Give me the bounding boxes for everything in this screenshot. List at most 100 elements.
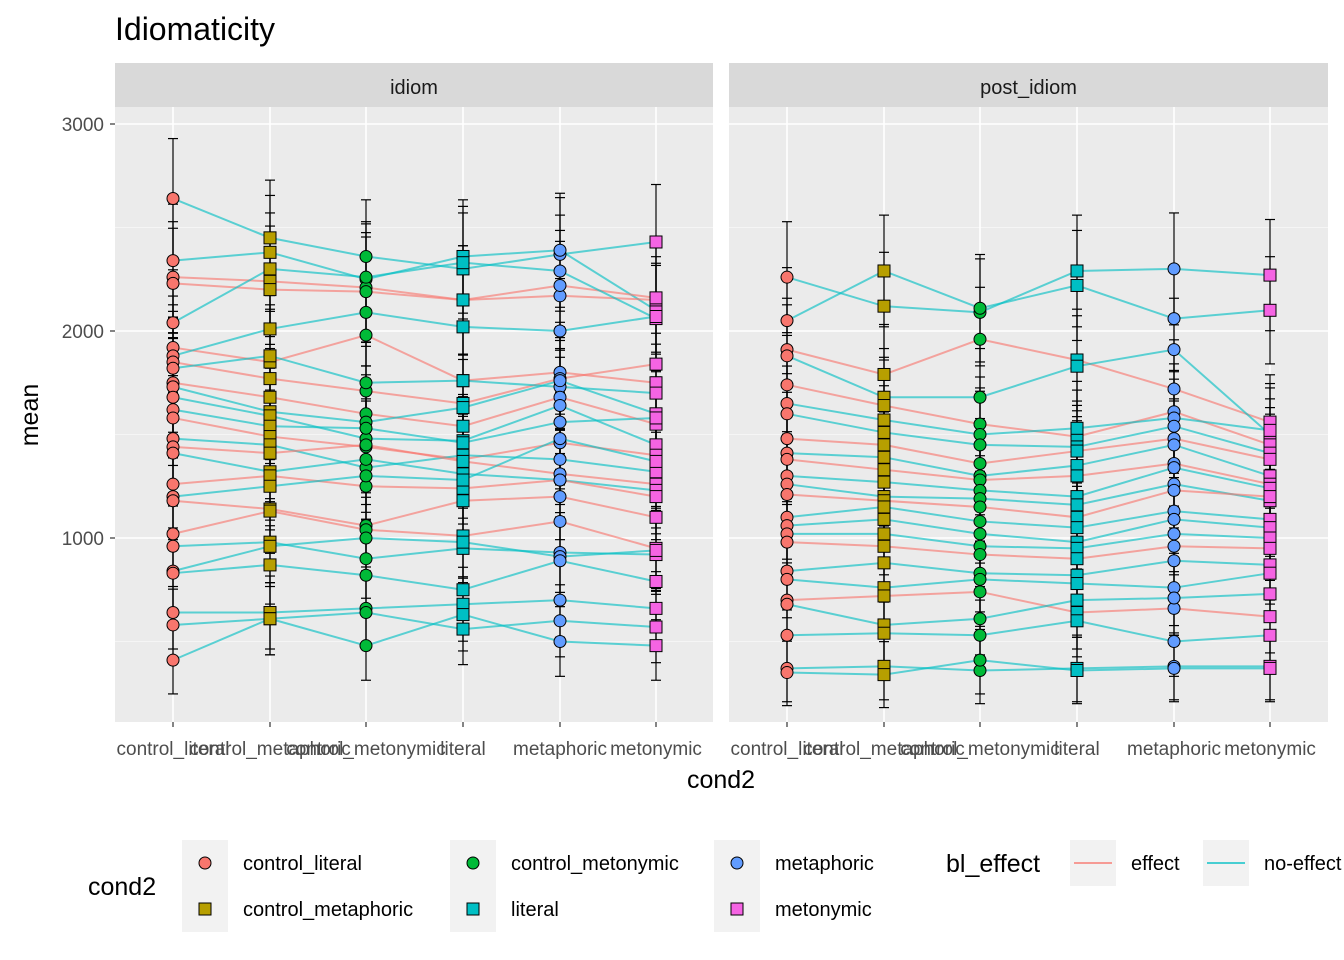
series-line-no-effect bbox=[172, 613, 657, 662]
series-line-no-effect bbox=[786, 269, 1271, 322]
data-point-metaphoric bbox=[553, 452, 567, 466]
legend-symbol bbox=[730, 902, 744, 916]
legend-item-control_literal: control_literal bbox=[182, 840, 362, 886]
data-point-literal bbox=[1070, 469, 1084, 483]
data-point-metaphoric bbox=[1167, 635, 1181, 648]
data-point-control_metonymic bbox=[973, 514, 987, 528]
data-point-control_literal bbox=[166, 618, 180, 632]
data-point-control_metonymic bbox=[973, 628, 987, 642]
series-line-no-effect bbox=[172, 536, 657, 573]
data-point-control_metonymic bbox=[973, 456, 987, 470]
data-point-control_metaphoric bbox=[263, 231, 277, 245]
data-point-control_metaphoric bbox=[263, 539, 277, 553]
data-point-control_metonymic bbox=[973, 390, 987, 404]
data-point-metaphoric bbox=[553, 490, 567, 504]
data-point-control_metaphoric bbox=[263, 349, 277, 363]
legend-label: control_metaphoric bbox=[243, 899, 413, 921]
series-line-effect bbox=[172, 334, 657, 384]
series-line-effect bbox=[786, 489, 1271, 519]
series-line-no-effect bbox=[172, 311, 657, 357]
data-point-control_metaphoric bbox=[263, 283, 277, 297]
data-point-control_literal bbox=[166, 411, 180, 425]
facet-strip bbox=[115, 63, 713, 107]
series-line-no-effect bbox=[172, 611, 657, 631]
data-point-control_metaphoric bbox=[877, 475, 891, 489]
data-point-control_metaphoric bbox=[877, 668, 891, 682]
data-point-literal bbox=[456, 374, 470, 388]
legend-item-no-effect: no-effect bbox=[1203, 840, 1342, 886]
legend-symbol bbox=[198, 856, 212, 870]
data-point-control_literal bbox=[166, 446, 180, 460]
legend-symbol bbox=[730, 856, 744, 870]
data-point-metonymic bbox=[1263, 661, 1277, 675]
series-line-effect bbox=[786, 458, 1271, 486]
series-line-no-effect bbox=[786, 518, 1271, 544]
data-point-literal bbox=[456, 583, 470, 597]
series-line-effect bbox=[172, 474, 657, 498]
series-line-effect bbox=[172, 443, 657, 486]
data-point-metaphoric bbox=[1167, 591, 1181, 605]
series-line-no-effect bbox=[786, 466, 1271, 498]
data-point-control_literal bbox=[780, 432, 794, 446]
data-point-literal bbox=[456, 535, 470, 549]
panel-idiom: idiom control_literalcontrol_metaphoricco… bbox=[115, 63, 713, 760]
legend-item-literal: literal bbox=[450, 886, 559, 932]
data-point-control_metonymic bbox=[359, 421, 373, 435]
data-point-control_metaphoric bbox=[263, 372, 277, 386]
data-point-control_metaphoric bbox=[263, 504, 277, 518]
data-point-control_metonymic bbox=[973, 585, 987, 599]
series-line-effect bbox=[786, 338, 1271, 424]
series-line-no-effect bbox=[172, 437, 657, 473]
data-point-metaphoric bbox=[1167, 438, 1181, 452]
legend-item-control_metaphoric: control_metaphoric bbox=[182, 886, 413, 932]
series-line-no-effect bbox=[786, 592, 1271, 626]
panel-background bbox=[729, 107, 1328, 722]
data-point-control_metonymic bbox=[359, 376, 373, 390]
facet-strip-label: post_idiom bbox=[980, 77, 1077, 99]
data-point-control_metonymic bbox=[359, 568, 373, 582]
series-line-effect bbox=[172, 495, 657, 527]
data-point-literal bbox=[1070, 552, 1084, 566]
data-point-control_literal bbox=[780, 314, 794, 328]
x-tick-label: control_literal bbox=[117, 739, 230, 760]
x-tick-label: literal bbox=[440, 739, 485, 760]
series-line-no-effect bbox=[172, 261, 657, 324]
data-point-metaphoric bbox=[1167, 461, 1181, 475]
data-point-control_metaphoric bbox=[877, 589, 891, 603]
series-line-no-effect bbox=[172, 379, 657, 424]
data-point-metonymic bbox=[649, 490, 663, 504]
data-point-metaphoric bbox=[553, 264, 567, 278]
data-point-metaphoric bbox=[553, 554, 567, 568]
series-line-effect bbox=[172, 282, 657, 301]
panel-post_idiom: post_idiom control_literalcontrol_metapho… bbox=[729, 63, 1328, 760]
data-point-metonymic bbox=[649, 386, 663, 400]
data-point-control_literal bbox=[166, 361, 180, 375]
data-point-literal bbox=[456, 320, 470, 334]
data-point-control_metonymic bbox=[359, 270, 373, 284]
data-point-metaphoric bbox=[553, 243, 567, 257]
data-point-metaphoric bbox=[553, 399, 567, 413]
data-point-metaphoric bbox=[1167, 419, 1181, 433]
series-line-effect bbox=[786, 541, 1271, 560]
data-point-control_metonymic bbox=[973, 653, 987, 667]
data-point-metonymic bbox=[649, 601, 663, 615]
data-point-metonymic bbox=[1263, 541, 1277, 555]
data-point-metaphoric bbox=[553, 514, 567, 528]
data-point-control_literal bbox=[166, 254, 180, 268]
x-tick-label: control_metaphoric bbox=[189, 739, 351, 760]
data-point-control_literal bbox=[166, 653, 180, 667]
legend-title-bl-effect: bl_effect bbox=[946, 850, 1040, 878]
data-point-control_metaphoric bbox=[877, 463, 891, 477]
data-point-control_metonymic bbox=[359, 639, 373, 653]
x-tick-label: control_metonymic bbox=[900, 739, 1059, 760]
data-point-metonymic bbox=[649, 543, 663, 557]
data-point-literal bbox=[456, 256, 470, 270]
series-line-effect bbox=[786, 590, 1271, 618]
data-point-metonymic bbox=[649, 510, 663, 524]
x-tick-label: metaphoric bbox=[513, 739, 607, 760]
legend-label: metonymic bbox=[775, 899, 872, 921]
series-line-effect bbox=[786, 383, 1271, 446]
data-point-control_metaphoric bbox=[877, 450, 891, 464]
data-point-control_metaphoric bbox=[877, 527, 891, 541]
